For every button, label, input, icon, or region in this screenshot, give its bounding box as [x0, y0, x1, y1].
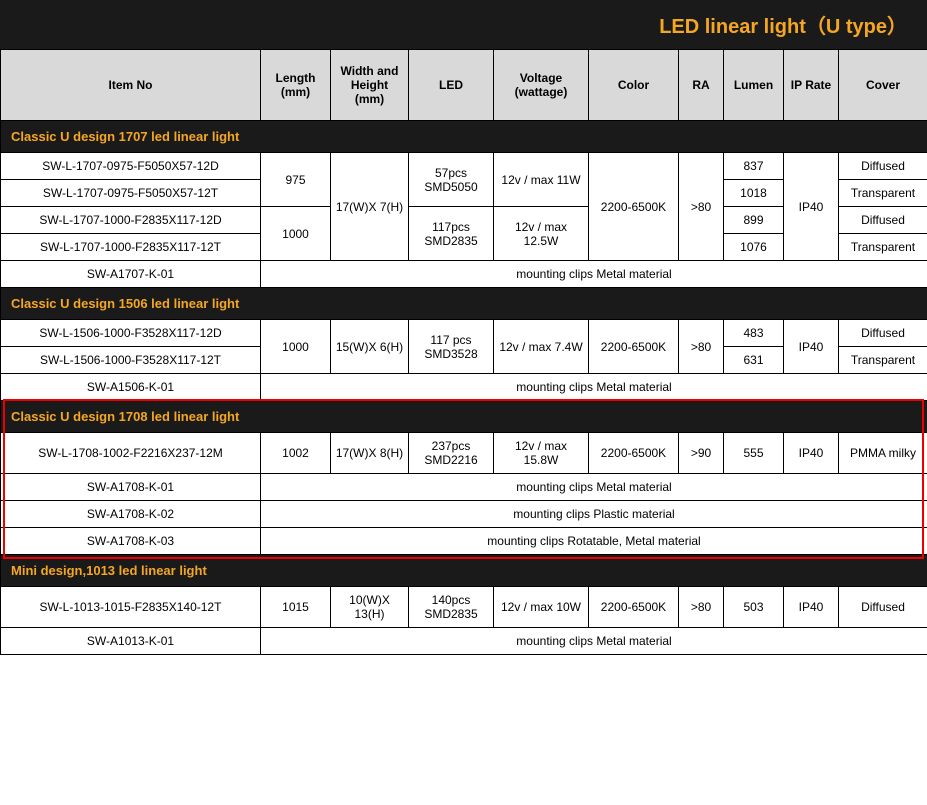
cell-cover: Transparent: [839, 180, 927, 207]
cell-volt: 12v / max 11W: [494, 153, 589, 207]
col-wh: Width and Height (mm): [331, 50, 409, 121]
cell-volt: 12v / max 7.4W: [494, 320, 589, 374]
cell-lumen: 1076: [724, 234, 784, 261]
section-heading: Mini design,1013 led linear light: [1, 555, 927, 587]
cell-volt: 12v / max 15.8W: [494, 433, 589, 474]
cell-ip: IP40: [784, 587, 839, 628]
cell-led: 57pcs SMD5050: [409, 153, 494, 207]
cell-led: 117pcs SMD2835: [409, 207, 494, 261]
cell-item: SW-A1013-K-01: [1, 628, 261, 655]
cell-len: 1002: [261, 433, 331, 474]
cell-item: SW-L-1707-0975-F5050X57-12D: [1, 153, 261, 180]
cell-desc: mounting clips Metal material: [261, 628, 927, 655]
spec-table: Item No Length (mm) Width and Height (mm…: [0, 49, 927, 655]
cell-wh: 10(W)X 13(H): [331, 587, 409, 628]
col-led: LED: [409, 50, 494, 121]
col-cover: Cover: [839, 50, 927, 121]
page-title: LED linear light（U type）: [0, 0, 927, 49]
cell-desc: mounting clips Metal material: [261, 474, 927, 501]
cell-lumen: 503: [724, 587, 784, 628]
table-row: SW-L-1707-0975-F5050X57-12D97517(W)X 7(H…: [1, 153, 927, 180]
cell-item: SW-A1707-K-01: [1, 261, 261, 288]
cell-wh: 17(W)X 7(H): [331, 153, 409, 261]
cell-len: 1015: [261, 587, 331, 628]
section-heading: Classic U design 1506 led linear light: [1, 288, 927, 320]
cell-ra: >80: [679, 153, 724, 261]
cell-ip: IP40: [784, 320, 839, 374]
cell-ra: >90: [679, 433, 724, 474]
col-ra: RA: [679, 50, 724, 121]
accessory-row: SW-A1707-K-01mounting clips Metal materi…: [1, 261, 927, 288]
cell-ip: IP40: [784, 153, 839, 261]
cell-item: SW-A1708-K-01: [1, 474, 261, 501]
col-lumen: Lumen: [724, 50, 784, 121]
cell-ip: IP40: [784, 433, 839, 474]
col-length: Length (mm): [261, 50, 331, 121]
cell-color: 2200-6500K: [589, 433, 679, 474]
cell-led: 237pcs SMD2216: [409, 433, 494, 474]
section-heading: Classic U design 1708 led linear light: [1, 401, 927, 433]
cell-cover: PMMA milky: [839, 433, 927, 474]
cell-item: SW-A1708-K-03: [1, 528, 261, 555]
section-heading-cell: Classic U design 1506 led linear light: [1, 288, 927, 320]
cell-color: 2200-6500K: [589, 153, 679, 261]
section-heading-cell: Classic U design 1707 led linear light: [1, 121, 927, 153]
col-ip: IP Rate: [784, 50, 839, 121]
cell-item: SW-L-1708-1002-F2216X237-12M: [1, 433, 261, 474]
cell-color: 2200-6500K: [589, 587, 679, 628]
section-heading-cell: Classic U design 1708 led linear light: [1, 401, 927, 433]
cell-ra: >80: [679, 320, 724, 374]
cell-desc: mounting clips Metal material: [261, 374, 927, 401]
cell-volt: 12v / max 10W: [494, 587, 589, 628]
cell-cover: Diffused: [839, 320, 927, 347]
cell-item: SW-L-1013-1015-F2835X140-12T: [1, 587, 261, 628]
cell-lumen: 899: [724, 207, 784, 234]
header-row: Item No Length (mm) Width and Height (mm…: [1, 50, 927, 121]
cell-item: SW-L-1506-1000-F3528X117-12D: [1, 320, 261, 347]
section-heading-cell: Mini design,1013 led linear light: [1, 555, 927, 587]
cell-len: 975: [261, 153, 331, 207]
accessory-row: SW-A1708-K-02mounting clips Plastic mate…: [1, 501, 927, 528]
cell-led: 140pcs SMD2835: [409, 587, 494, 628]
cell-cover: Diffused: [839, 153, 927, 180]
table-row: SW-L-1506-1000-F3528X117-12D100015(W)X 6…: [1, 320, 927, 347]
cell-item: SW-A1708-K-02: [1, 501, 261, 528]
cell-item: SW-L-1707-0975-F5050X57-12T: [1, 180, 261, 207]
cell-desc: mounting clips Metal material: [261, 261, 927, 288]
cell-item: SW-A1506-K-01: [1, 374, 261, 401]
cell-wh: 15(W)X 6(H): [331, 320, 409, 374]
table-row: SW-L-1013-1015-F2835X140-12T101510(W)X 1…: [1, 587, 927, 628]
cell-cover: Transparent: [839, 347, 927, 374]
cell-ra: >80: [679, 587, 724, 628]
cell-desc: mounting clips Plastic material: [261, 501, 927, 528]
cell-len: 1000: [261, 207, 331, 261]
accessory-row: SW-A1708-K-01mounting clips Metal materi…: [1, 474, 927, 501]
accessory-row: SW-A1506-K-01mounting clips Metal materi…: [1, 374, 927, 401]
cell-color: 2200-6500K: [589, 320, 679, 374]
accessory-row: SW-A1013-K-01mounting clips Metal materi…: [1, 628, 927, 655]
cell-len: 1000: [261, 320, 331, 374]
cell-lumen: 483: [724, 320, 784, 347]
cell-lumen: 631: [724, 347, 784, 374]
col-color: Color: [589, 50, 679, 121]
accessory-row: SW-A1708-K-03mounting clips Rotatable, M…: [1, 528, 927, 555]
cell-item: SW-L-1707-1000-F2835X117-12T: [1, 234, 261, 261]
cell-lumen: 1018: [724, 180, 784, 207]
section-heading: Classic U design 1707 led linear light: [1, 121, 927, 153]
cell-cover: Diffused: [839, 207, 927, 234]
cell-cover: Diffused: [839, 587, 927, 628]
col-item: Item No: [1, 50, 261, 121]
cell-wh: 17(W)X 8(H): [331, 433, 409, 474]
cell-lumen: 555: [724, 433, 784, 474]
cell-led: 117 pcs SMD3528: [409, 320, 494, 374]
col-volt: Voltage (wattage): [494, 50, 589, 121]
cell-desc: mounting clips Rotatable, Metal material: [261, 528, 927, 555]
cell-volt: 12v / max 12.5W: [494, 207, 589, 261]
cell-item: SW-L-1506-1000-F3528X117-12T: [1, 347, 261, 374]
cell-item: SW-L-1707-1000-F2835X117-12D: [1, 207, 261, 234]
cell-lumen: 837: [724, 153, 784, 180]
table-row: SW-L-1708-1002-F2216X237-12M100217(W)X 8…: [1, 433, 927, 474]
cell-cover: Transparent: [839, 234, 927, 261]
